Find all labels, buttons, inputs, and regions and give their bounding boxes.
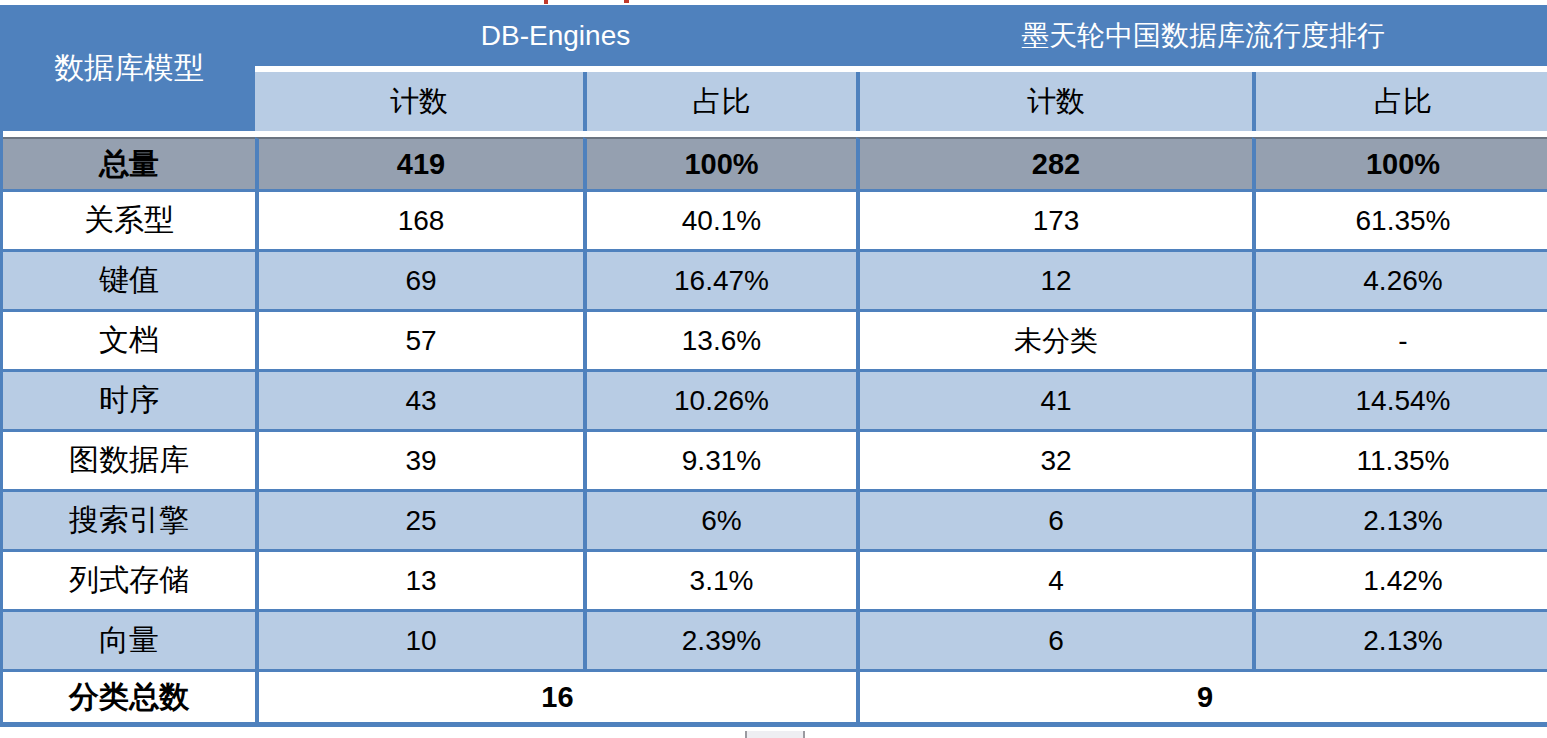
cell-total-dbe-count: 419 [255,137,583,192]
row-label-graph: 图数据库 [3,432,255,492]
cell-category-count-dbengines: 16 [255,672,856,722]
table-cell: - [1252,312,1547,372]
table-cell: 2.13% [1252,492,1547,552]
table-cell: 11.35% [1252,432,1547,492]
row-label-columnar: 列式存储 [3,552,255,612]
table-cell: 61.35% [1252,192,1547,252]
table-cell: 3.1% [583,552,856,612]
table-cell: 39 [255,432,583,492]
screenshot-root: 数据库模型 DB-Engines 墨天轮中国数据库流行度排行 计数 占比 计数 … [0,0,1547,738]
table-cell: 16.47% [583,252,856,312]
table-cell: 168 [255,192,583,252]
table-cell: 173 [856,192,1252,252]
cell-total-mtl-count: 282 [856,137,1252,192]
group-header-db-engines: DB-Engines [255,5,856,66]
cropped-red-text-artifact [624,0,629,3]
row-label-total: 总量 [3,137,255,192]
table-cell: 4.26% [1252,252,1547,312]
table-cell: 41 [856,372,1252,432]
table-cell: 9.31% [583,432,856,492]
table-cell: 2.39% [583,612,856,672]
table-cell: 6 [856,612,1252,672]
table-cell: 14.54% [1252,372,1547,432]
table-cell: 12 [856,252,1252,312]
table-cell: 32 [856,432,1252,492]
table-cell: 43 [255,372,583,432]
row-label-keyvalue: 键值 [3,252,255,312]
cell-total-dbe-share: 100% [583,137,856,192]
subheader-dbengines-share: 占比 [583,72,856,131]
cell-category-count-motianlun: 9 [856,672,1547,722]
cropped-red-text-artifact [544,0,548,4]
table-cell: 1.42% [1252,552,1547,612]
table-cell: 57 [255,312,583,372]
row-label-timeseries: 时序 [3,372,255,432]
table-cell: 4 [856,552,1252,612]
table-cell: 69 [255,252,583,312]
row-label-category-count: 分类总数 [3,672,255,722]
table-cell: 未分类 [856,312,1252,372]
table-cell: 6% [583,492,856,552]
row-label-vector: 向量 [3,612,255,672]
table-cell: 40.1% [583,192,856,252]
cell-total-mtl-share: 100% [1252,137,1547,192]
subheader-motianlun-share: 占比 [1252,72,1547,131]
corner-header-database-model: 数据库模型 [3,5,255,131]
row-label-search-engine: 搜索引擎 [3,492,255,552]
table-cell: 13.6% [583,312,856,372]
table-cell: 13 [255,552,583,612]
row-label-document: 文档 [3,312,255,372]
row-label-relational: 关系型 [3,192,255,252]
database-model-comparison-table: 数据库模型 DB-Engines 墨天轮中国数据库流行度排行 计数 占比 计数 … [0,5,1547,727]
table-cell: 10.26% [583,372,856,432]
subheader-motianlun-count: 计数 [856,72,1252,131]
scrollbar-fragment [745,731,805,738]
table-cell: 25 [255,492,583,552]
subheader-dbengines-count: 计数 [255,72,583,131]
group-header-motianlun: 墨天轮中国数据库流行度排行 [856,5,1547,66]
table-cell: 2.13% [1252,612,1547,672]
table-cell: 10 [255,612,583,672]
table-cell: 6 [856,492,1252,552]
